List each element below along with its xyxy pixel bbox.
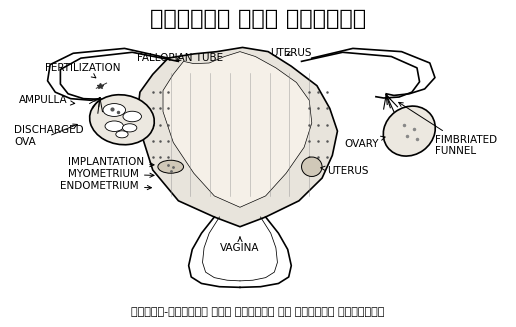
Text: MYOMETRIUM: MYOMETRIUM (68, 169, 154, 179)
Ellipse shape (90, 95, 154, 145)
Ellipse shape (105, 121, 123, 131)
Ellipse shape (116, 131, 128, 138)
Text: स्त्री जनन तन्त्र: स्त्री जनन तन्त्र (150, 9, 366, 29)
Text: UTERUS: UTERUS (270, 48, 312, 58)
Text: ENDOMETRIUM: ENDOMETRIUM (60, 181, 152, 191)
Text: VAGINA: VAGINA (220, 237, 260, 253)
Text: UTERUS: UTERUS (321, 166, 369, 176)
Text: FIMBRIATED
FUNNEL: FIMBRIATED FUNNEL (399, 102, 497, 156)
Text: OVARY: OVARY (344, 136, 385, 149)
Ellipse shape (122, 124, 137, 132)
Polygon shape (163, 52, 312, 207)
Ellipse shape (123, 111, 141, 122)
Ellipse shape (301, 157, 322, 177)
Ellipse shape (158, 160, 184, 173)
Ellipse shape (103, 104, 125, 116)
Text: FERTILIZATION: FERTILIZATION (45, 63, 121, 78)
Text: AMPULLA: AMPULLA (19, 95, 75, 105)
Text: IMPLANTATION: IMPLANTATION (68, 157, 154, 167)
Text: चित्र-स्त्री जनन तन्त्र का आरेखीय चित्रण।: चित्र-स्त्री जनन तन्त्र का आरेखीय चित्रण… (131, 307, 384, 318)
Text: DISCHARGED
OVA: DISCHARGED OVA (14, 124, 84, 147)
Text: FALLOPIAN TUBE: FALLOPIAN TUBE (137, 53, 223, 63)
Ellipse shape (383, 106, 436, 156)
Polygon shape (137, 47, 337, 227)
